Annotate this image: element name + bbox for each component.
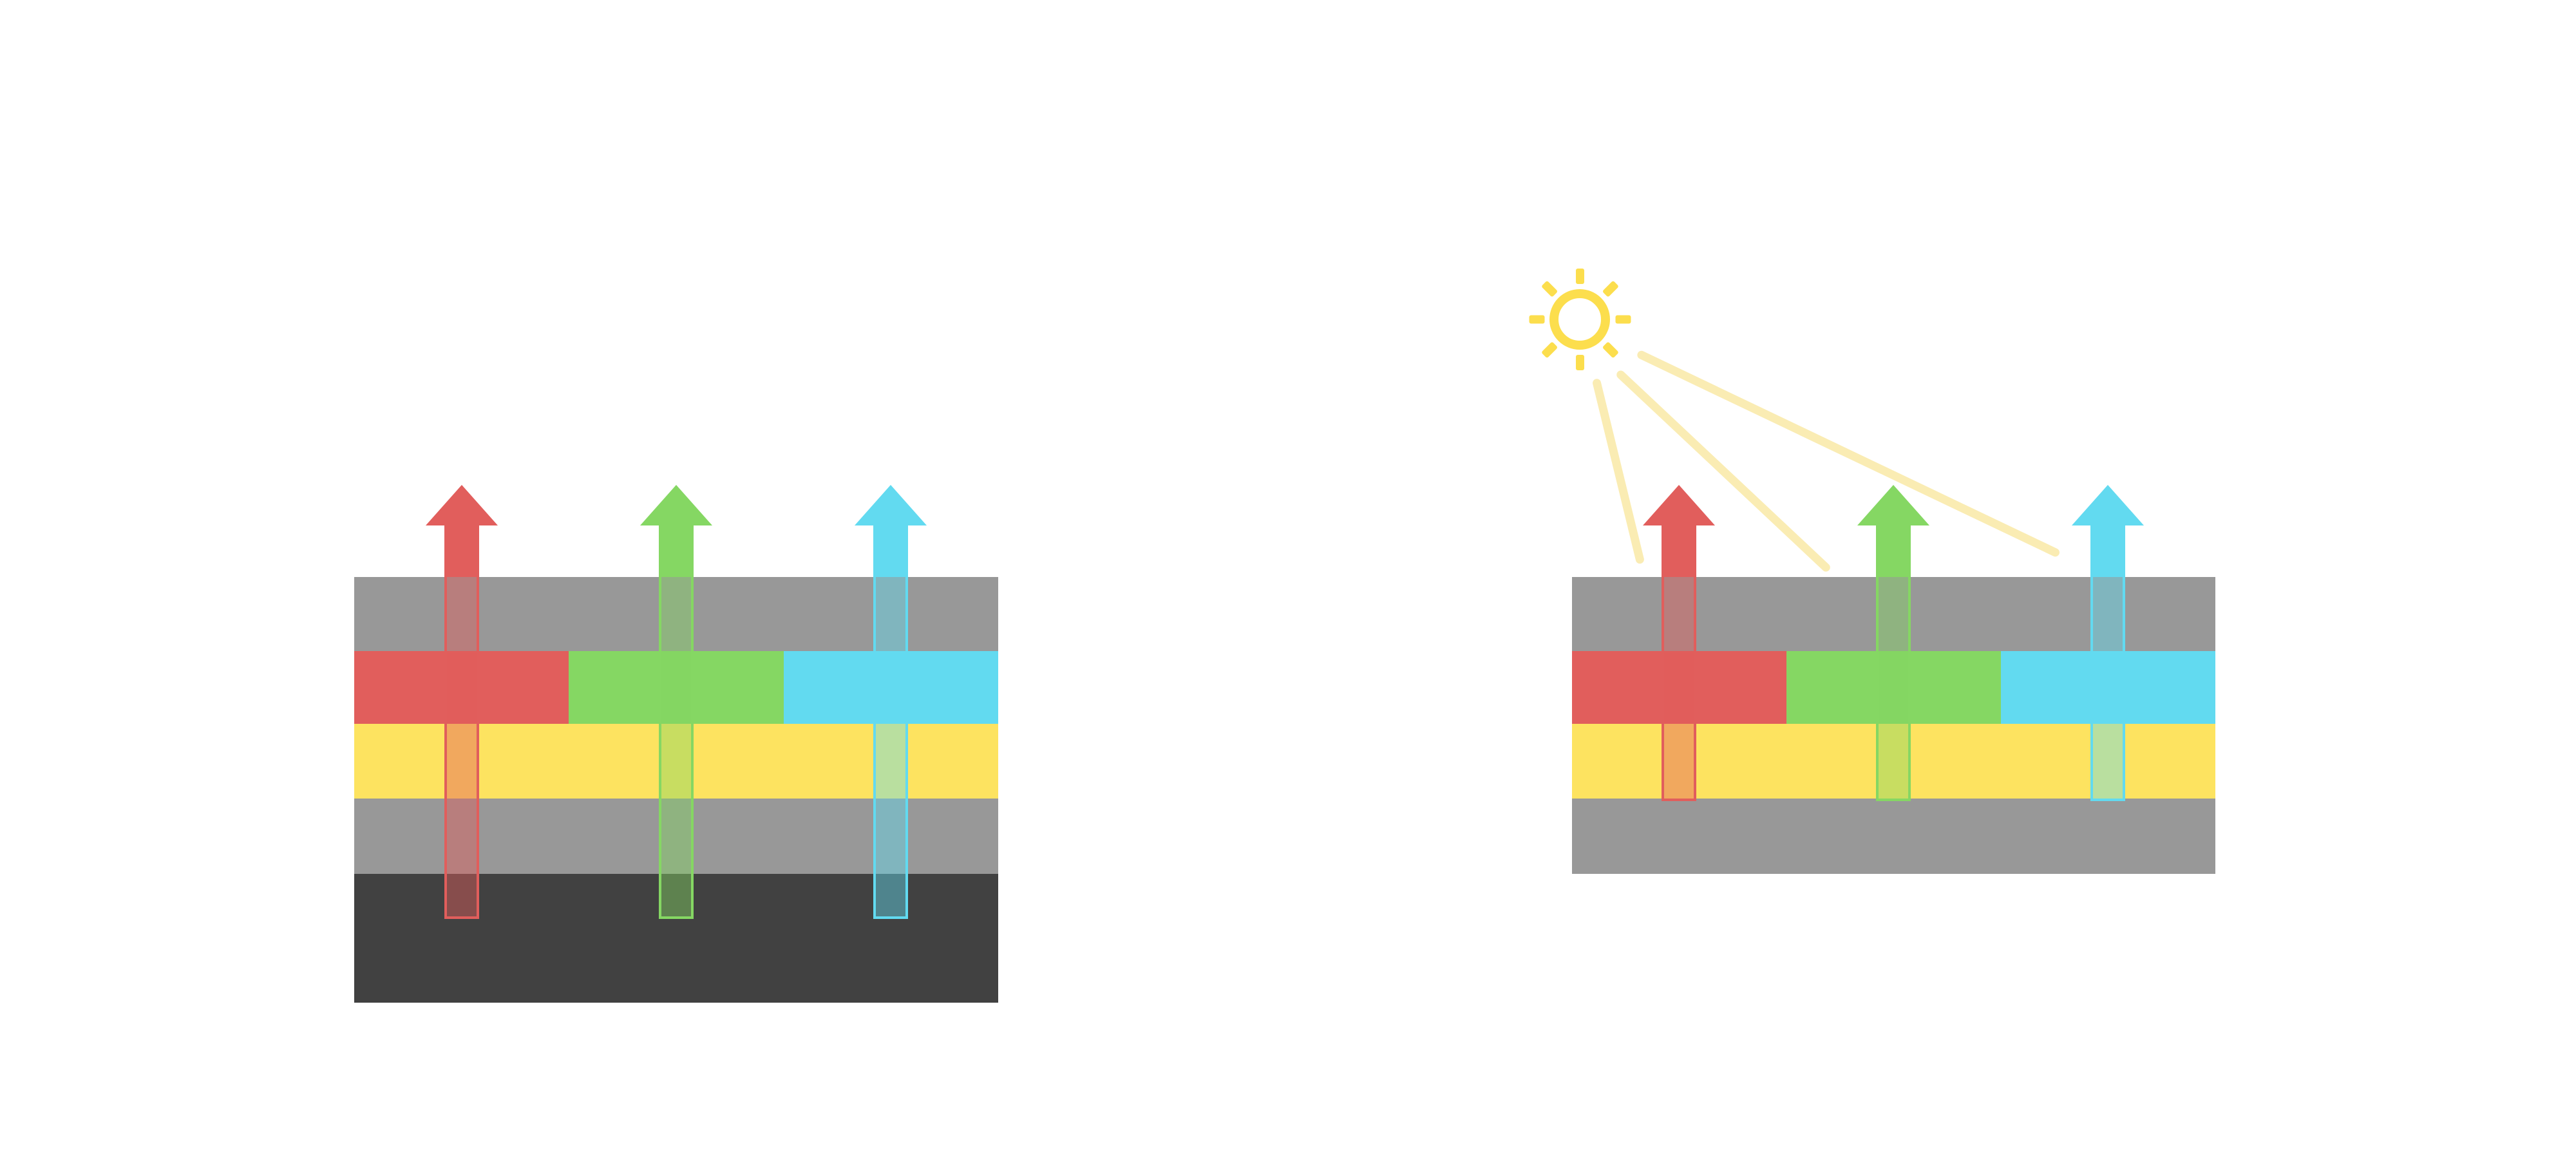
cyan-arrow-shaft bbox=[2090, 525, 2125, 577]
red-subpixel-segment bbox=[1572, 651, 1786, 724]
red-arrow-head bbox=[425, 485, 498, 525]
green-arrow-shaft bbox=[659, 525, 694, 577]
sun-ray bbox=[1602, 341, 1619, 359]
dark-base-layer bbox=[354, 874, 998, 1003]
green-arrow-head bbox=[1857, 485, 1929, 525]
cyan-subpixel-segment bbox=[783, 651, 998, 724]
cyan-light-shaft bbox=[873, 577, 908, 919]
green-subpixel-segment bbox=[569, 651, 784, 724]
gray-layer-lower bbox=[354, 799, 998, 874]
cyan-light-shaft bbox=[2090, 577, 2125, 801]
yellow-layer bbox=[1572, 724, 2215, 799]
sun-ray bbox=[1602, 280, 1619, 298]
sun-ray bbox=[1540, 341, 1558, 359]
gray-layer-top bbox=[354, 577, 998, 651]
green-light-shaft bbox=[1876, 577, 1911, 801]
red-light-shaft bbox=[444, 577, 479, 919]
red-subpixel-segment bbox=[354, 651, 569, 724]
gray-layer-top bbox=[1572, 577, 2215, 651]
sun-ray bbox=[1575, 269, 1584, 284]
yellow-layer bbox=[354, 724, 998, 799]
green-arrow-head bbox=[639, 485, 712, 525]
rgb-subpixel-row bbox=[354, 651, 998, 724]
sun-ray bbox=[1615, 315, 1631, 324]
green-arrow-shaft bbox=[1876, 525, 1911, 577]
red-light-shaft bbox=[1662, 577, 1696, 801]
sun-ray bbox=[1575, 355, 1584, 370]
cyan-subpixel-segment bbox=[2001, 651, 2215, 724]
cyan-arrow-head bbox=[854, 485, 927, 525]
gray-base-layer bbox=[1572, 799, 2215, 874]
red-arrow-shaft bbox=[444, 525, 479, 577]
sun-ray bbox=[1540, 280, 1558, 298]
green-subpixel-segment bbox=[1786, 651, 2001, 724]
green-light-shaft bbox=[659, 577, 694, 919]
sun-beam bbox=[1615, 368, 1832, 573]
cyan-arrow-shaft bbox=[873, 525, 908, 577]
cyan-arrow-head bbox=[2071, 485, 2144, 525]
red-arrow-head bbox=[1642, 485, 1715, 525]
sun-icon bbox=[1549, 289, 1610, 350]
rgb-subpixel-row bbox=[1572, 651, 2215, 724]
red-arrow-shaft bbox=[1662, 525, 1696, 577]
sun-ray bbox=[1529, 315, 1544, 324]
sun-beam bbox=[1591, 377, 1645, 565]
